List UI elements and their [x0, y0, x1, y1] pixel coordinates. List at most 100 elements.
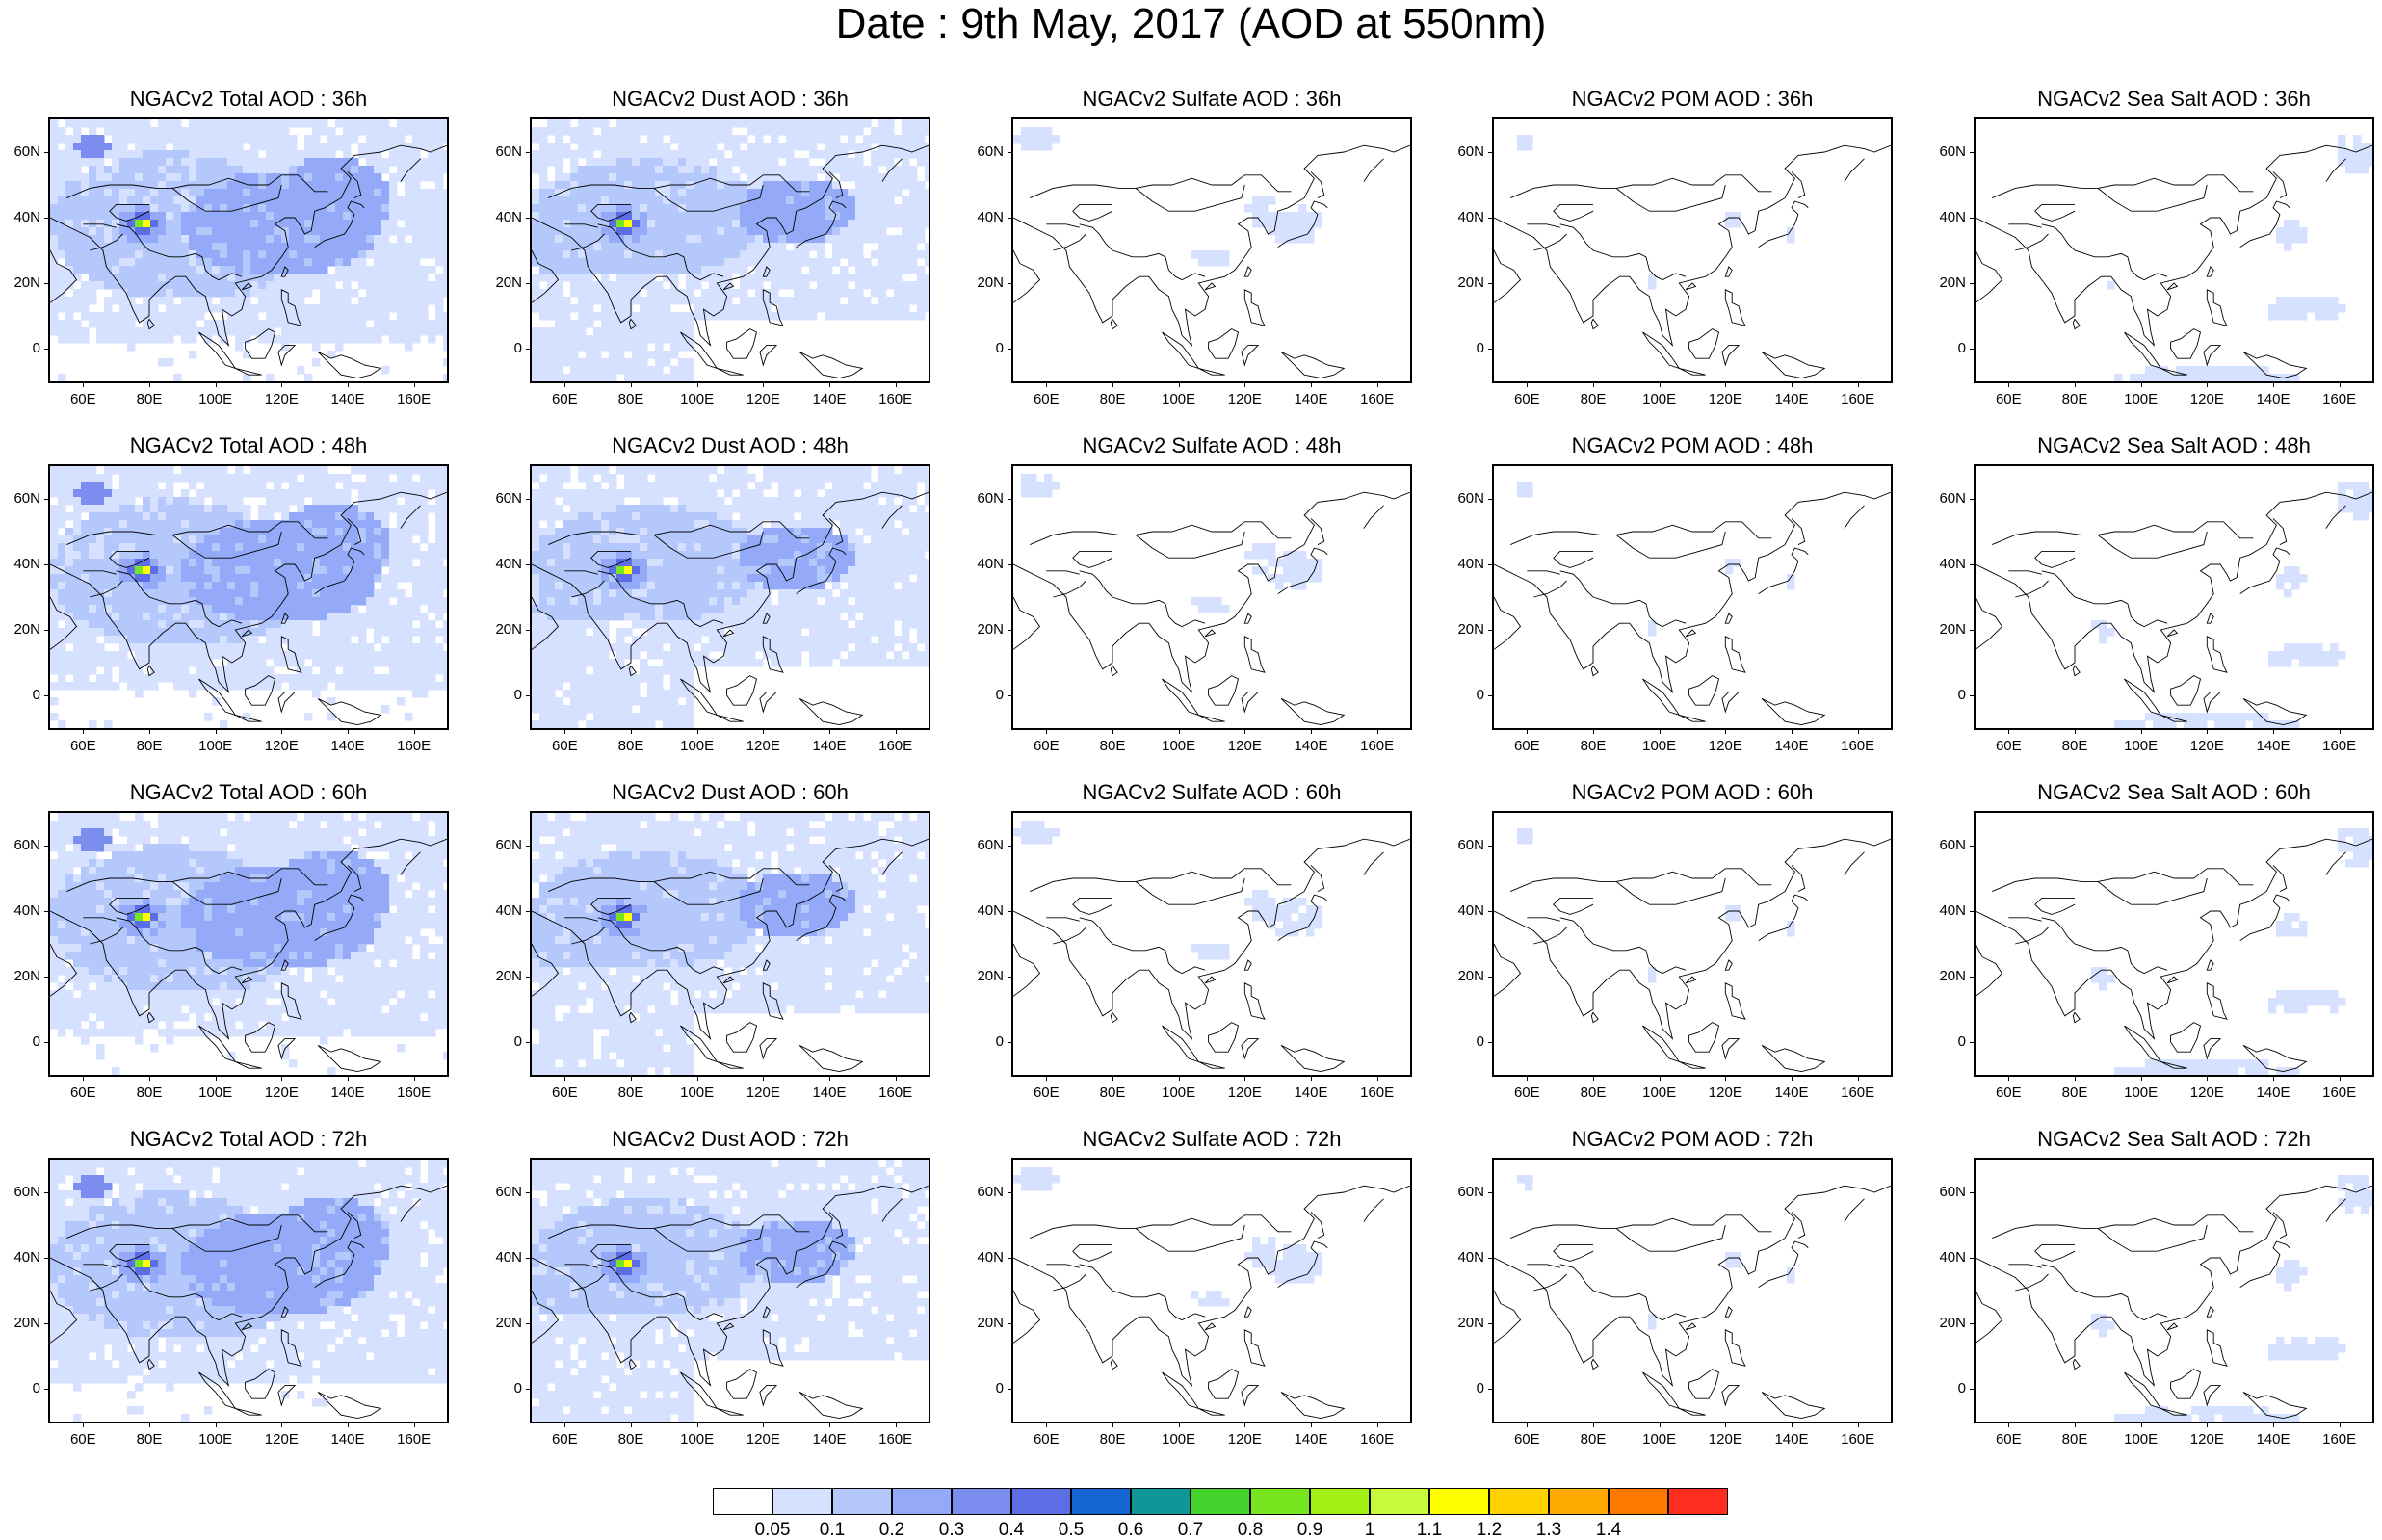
aod-cell [717, 243, 725, 251]
aod-cell [220, 212, 228, 221]
aod-cell [570, 196, 579, 205]
aod-cell [601, 327, 610, 336]
aod-cell [832, 166, 841, 174]
aod-cell [381, 705, 390, 714]
aod-cell [539, 674, 548, 683]
aod-cell [127, 466, 136, 475]
aod-cell [555, 266, 563, 274]
aod-cell [374, 196, 382, 205]
aod-cell [763, 189, 772, 197]
lon-tick [215, 728, 217, 734]
aod-cell [166, 196, 174, 205]
aod-cell [405, 312, 413, 321]
aod-cell [539, 143, 548, 151]
aod-cell [204, 666, 213, 675]
aod-cell [532, 243, 540, 251]
aod-cell [917, 135, 926, 144]
aod-cell [616, 289, 625, 298]
aod-cell [902, 196, 910, 205]
aod-cell [555, 189, 563, 197]
aod-cell [397, 158, 406, 167]
aod-cell [655, 227, 664, 236]
aod-cell [563, 605, 571, 613]
aod-cell [2353, 150, 2362, 159]
aod-cell [786, 189, 795, 197]
aod-cell [304, 551, 313, 560]
aod-cell [266, 173, 275, 182]
aod-cell [50, 636, 59, 644]
aod-cell [547, 281, 556, 290]
lon-tick-label: 160E [397, 738, 432, 754]
aod-cell [1725, 212, 1734, 221]
aod-cell [555, 343, 563, 352]
aod-cell [327, 528, 336, 536]
aod-cell [578, 535, 587, 544]
aod-cell [119, 274, 128, 282]
aod-cell [732, 119, 741, 128]
aod-cell [570, 559, 579, 567]
aod-cell [119, 204, 128, 213]
aod-cell [220, 543, 228, 552]
aod-cell [647, 158, 656, 167]
aod-cell [547, 466, 556, 475]
aod-cell [258, 258, 267, 267]
aod-cell [389, 227, 398, 236]
aod-cell [58, 674, 66, 683]
aod-cell [235, 189, 244, 197]
aod-cell [327, 351, 336, 359]
aod-cell [632, 327, 641, 336]
aod-cell [389, 274, 398, 282]
aod-cell [266, 682, 275, 691]
aod-cell [220, 119, 228, 128]
aod-cell [96, 281, 105, 290]
aod-cell [694, 235, 702, 244]
aod-cell [65, 497, 74, 506]
aod-cell [366, 574, 375, 583]
aod-cell [428, 659, 436, 667]
aod-cell [104, 582, 113, 590]
aod-cell [381, 312, 390, 321]
aod-cell [886, 250, 895, 259]
aod-cell [443, 374, 447, 381]
aod-cell [832, 204, 841, 213]
aod-cell [801, 235, 810, 244]
lon-tick [1593, 381, 1594, 387]
aod-cell [343, 574, 352, 583]
aod-cell [601, 227, 610, 236]
aod-cell [181, 636, 190, 644]
aod-cell [220, 320, 228, 328]
aod-cell [624, 158, 633, 167]
aod-cell [917, 266, 926, 274]
aod-cell [894, 266, 903, 274]
aod-cell [405, 474, 413, 483]
aod-cell [119, 620, 128, 629]
island-outline [1208, 328, 1240, 359]
aod-cell [601, 713, 610, 721]
aod-cell [694, 196, 702, 205]
aod-cell [89, 181, 97, 190]
aod-cell [443, 659, 447, 667]
aod-cell [586, 189, 594, 197]
aod-cell [274, 582, 282, 590]
coastline [2239, 200, 2290, 248]
aod-cell [135, 220, 144, 228]
aod-cell [601, 289, 610, 298]
aod-cell [1252, 204, 1261, 213]
aod-cell [647, 320, 656, 328]
aod-cell [389, 320, 398, 328]
aod-cell [871, 173, 879, 182]
aod-cell [1733, 212, 1741, 221]
aod-cell [435, 551, 444, 560]
aod-cell [624, 281, 633, 290]
aod-cell [547, 327, 556, 336]
aod-cell [166, 543, 174, 552]
aod-cell [678, 327, 687, 336]
aod-cell [586, 351, 594, 359]
aod-cell [655, 212, 664, 221]
aod-cell [181, 250, 190, 259]
aod-cell [886, 243, 895, 251]
aod-cell [420, 636, 429, 644]
coastline [50, 491, 447, 694]
aod-cell [212, 227, 221, 236]
aod-cell [127, 497, 136, 506]
